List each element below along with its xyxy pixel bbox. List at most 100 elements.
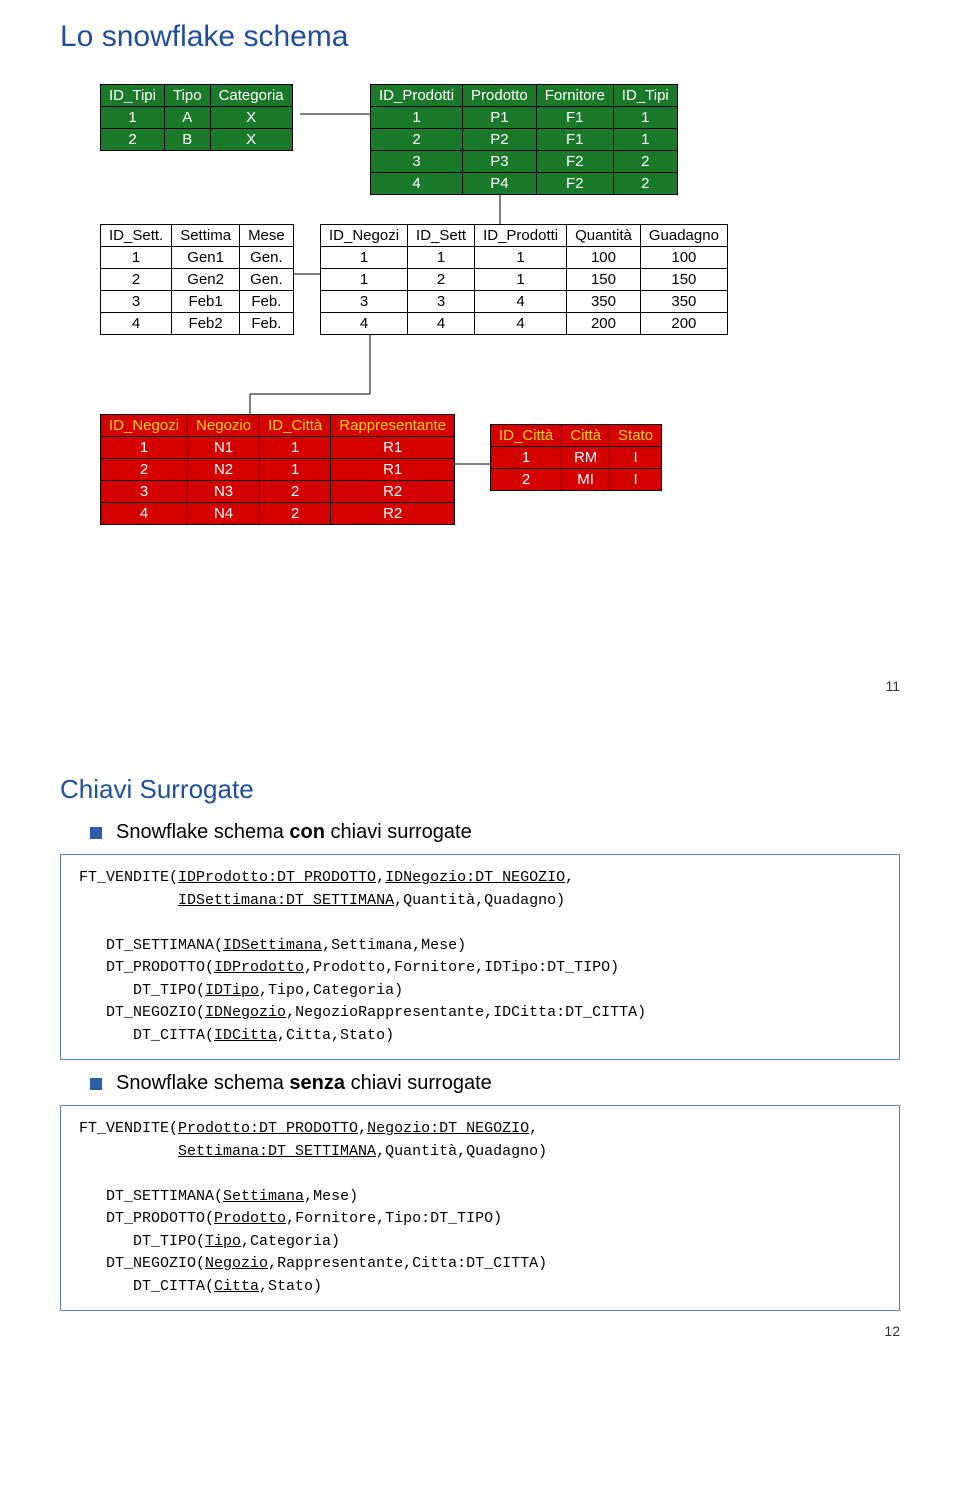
td: R1 xyxy=(331,437,455,459)
td: 2 xyxy=(371,129,463,151)
td: 1 xyxy=(613,107,677,129)
td: 4 xyxy=(321,313,408,335)
td: 3 xyxy=(321,291,408,313)
td: 1 xyxy=(101,437,188,459)
th: ID_Città xyxy=(491,425,562,447)
td: Feb. xyxy=(240,313,294,335)
td: 1 xyxy=(321,247,408,269)
td: P4 xyxy=(463,173,537,195)
fact-table: ID_NegoziID_SettID_ProdottiQuantitàGuada… xyxy=(320,224,728,335)
td: 4 xyxy=(475,291,567,313)
th: Stato xyxy=(610,425,662,447)
th: ID_Negozi xyxy=(101,415,188,437)
bullet-icon xyxy=(90,1078,102,1090)
page-title: Chiavi Surrogate xyxy=(60,774,900,805)
th: Negozio xyxy=(188,415,260,437)
td: I xyxy=(610,447,662,469)
prodotti-table: ID_ProdottiProdottoFornitoreID_Tipi 1P1F… xyxy=(370,84,678,195)
td: 100 xyxy=(567,247,641,269)
th: Guadagno xyxy=(640,225,727,247)
td: F2 xyxy=(536,173,613,195)
td: N3 xyxy=(188,481,260,503)
td: 2 xyxy=(101,269,172,291)
td: 1 xyxy=(475,247,567,269)
schema-box-con: FT_VENDITE(IDProdotto:DT_PRODOTTO,IDNego… xyxy=(60,854,900,1060)
td: 200 xyxy=(640,313,727,335)
th: Mese xyxy=(240,225,294,247)
td: Gen. xyxy=(240,269,294,291)
td: F1 xyxy=(536,107,613,129)
th: ID_Tipi xyxy=(101,85,165,107)
page-title: Lo snowflake schema xyxy=(60,20,900,54)
td: 1 xyxy=(321,269,408,291)
td: 3 xyxy=(371,151,463,173)
th: ID_Prodotti xyxy=(475,225,567,247)
td: 2 xyxy=(491,469,562,491)
th: Tipo xyxy=(164,85,210,107)
th: Settima xyxy=(172,225,240,247)
td: Feb2 xyxy=(172,313,240,335)
td: 4 xyxy=(475,313,567,335)
td: 2 xyxy=(408,269,475,291)
td: 350 xyxy=(567,291,641,313)
td: 150 xyxy=(567,269,641,291)
td: 4 xyxy=(101,503,188,525)
page-number: 12 xyxy=(884,1323,900,1339)
td: X xyxy=(210,107,292,129)
td: N2 xyxy=(188,459,260,481)
th: ID_Tipi xyxy=(613,85,677,107)
td: A xyxy=(164,107,210,129)
td: P2 xyxy=(463,129,537,151)
td: R1 xyxy=(331,459,455,481)
th: ID_Sett xyxy=(408,225,475,247)
td: 3 xyxy=(101,291,172,313)
td: 1 xyxy=(408,247,475,269)
td: 3 xyxy=(101,481,188,503)
td: 3 xyxy=(408,291,475,313)
td: 2 xyxy=(613,151,677,173)
td: MI xyxy=(562,469,610,491)
td: 1 xyxy=(101,247,172,269)
td: 1 xyxy=(475,269,567,291)
bullet-text: Snowflake schema senza chiavi surrogate xyxy=(116,1072,492,1095)
slide-2: Chiavi Surrogate Snowflake schema con ch… xyxy=(0,704,960,1359)
table-prodotti: ID_ProdottiProdottoFornitoreID_Tipi 1P1F… xyxy=(370,84,678,195)
td: 4 xyxy=(371,173,463,195)
th: ID_Sett. xyxy=(101,225,172,247)
page-number: 11 xyxy=(885,678,900,694)
td: R2 xyxy=(331,481,455,503)
td: Feb. xyxy=(240,291,294,313)
td: 1 xyxy=(613,129,677,151)
th: Categoria xyxy=(210,85,292,107)
td: Feb1 xyxy=(172,291,240,313)
settimana-table: ID_Sett.SettimaMese 1Gen1Gen. 2Gen2Gen. … xyxy=(100,224,294,335)
th: Rappresentante xyxy=(331,415,455,437)
table-negozi: ID_NegoziNegozioID_CittàRappresentante 1… xyxy=(100,414,455,525)
td: 150 xyxy=(640,269,727,291)
td: 350 xyxy=(640,291,727,313)
td: B xyxy=(164,129,210,151)
negozi-table: ID_NegoziNegozioID_CittàRappresentante 1… xyxy=(100,414,455,525)
table-tipi: ID_TipiTipoCategoria 1AX 2BX xyxy=(100,84,293,151)
slide-1: Lo snowflake schema ID_TipiTipoCategoria… xyxy=(0,0,960,704)
td: N4 xyxy=(188,503,260,525)
td: 1 xyxy=(101,107,165,129)
th: Fornitore xyxy=(536,85,613,107)
th: Quantità xyxy=(567,225,641,247)
td: X xyxy=(210,129,292,151)
bullet-text: Snowflake schema con chiavi surrogate xyxy=(116,821,472,844)
snowflake-diagram: ID_TipiTipoCategoria 1AX 2BX ID_Prodotti… xyxy=(90,74,900,664)
th: ID_Negozi xyxy=(321,225,408,247)
td: Gen. xyxy=(240,247,294,269)
td: RM xyxy=(562,447,610,469)
td: 1 xyxy=(260,437,331,459)
td: 1 xyxy=(371,107,463,129)
td: F2 xyxy=(536,151,613,173)
td: Gen2 xyxy=(172,269,240,291)
td: P1 xyxy=(463,107,537,129)
td: 4 xyxy=(101,313,172,335)
td: N1 xyxy=(188,437,260,459)
tipi-table: ID_TipiTipoCategoria 1AX 2BX xyxy=(100,84,293,151)
table-settimana: ID_Sett.SettimaMese 1Gen1Gen. 2Gen2Gen. … xyxy=(100,224,294,335)
td: 1 xyxy=(260,459,331,481)
